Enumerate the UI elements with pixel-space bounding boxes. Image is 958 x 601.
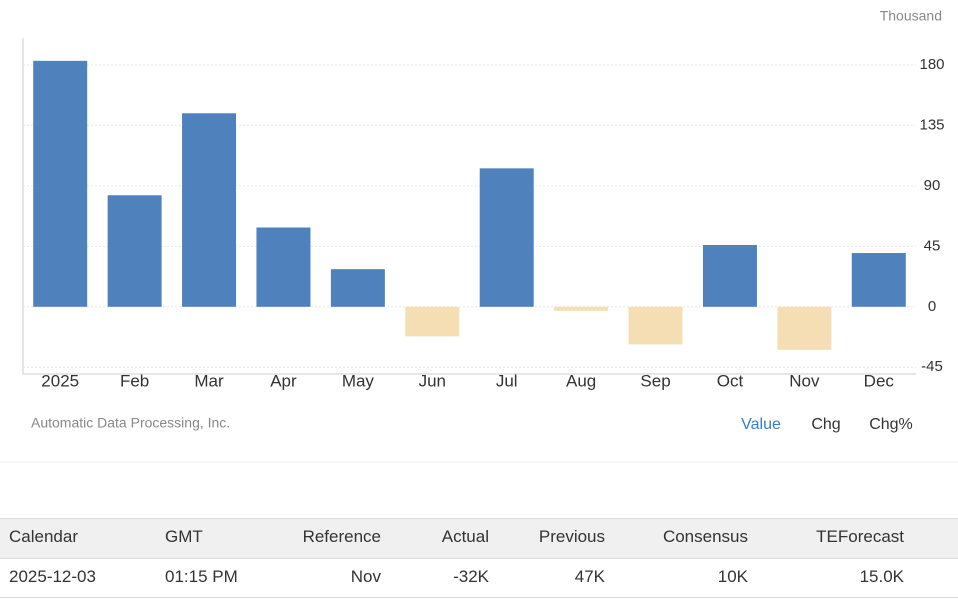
table-cell: 10K [717,567,748,586]
bar [479,168,534,307]
x-tick-label: Jul [496,371,518,390]
chart: Thousand Automatic Data Processing, Inc.… [0,8,958,463]
y-tick-label: 180 [919,56,944,73]
table-row [0,558,958,598]
x-tick-label: Jun [419,371,446,390]
table-cell: 15.0K [859,567,904,586]
bar [554,306,609,311]
bar [851,253,906,307]
table-cell: Nov [350,567,381,586]
bar [702,244,757,307]
x-tick-label: 2025 [41,371,79,390]
bar [405,306,460,337]
x-tick-label: May [342,371,375,390]
table-cell: 2025-12-03 [9,567,96,586]
bar [777,306,832,350]
x-tick-label: Nov [789,371,820,390]
bar [628,306,683,345]
table-header-cell: Calendar [9,527,78,546]
table-header-cell: Consensus [662,527,748,546]
bar [182,113,237,307]
table-header-cell: GMT [165,527,203,546]
table-cell: 01:15 PM [165,567,238,586]
table-cell: -32K [453,567,489,586]
bar [256,227,311,307]
table-header-cell: TEForecast [816,527,904,546]
source: Automatic Data Processing, Inc. [31,415,230,431]
table-header-cell: Reference [302,527,381,546]
x-tick-label: Aug [566,371,596,390]
table-header-cell: Previous [538,527,605,546]
y-tick-label: 45 [924,237,941,254]
table-cell: 47K [574,567,605,586]
y-tick-label: 90 [924,177,941,194]
x-tick-label: Mar [194,371,224,390]
x-tick-label: Oct [717,371,744,390]
bar [107,195,162,307]
bar [33,60,88,307]
x-tick-label: Dec [864,371,895,390]
x-tick-label: Apr [270,371,297,390]
y-tick-label: -45 [921,358,943,375]
view-option[interactable]: Chg% [869,416,913,433]
bar [330,269,385,307]
view-option[interactable]: Value [741,416,781,433]
y-tick-label: 135 [919,116,944,133]
x-tick-label: Feb [120,371,149,390]
view-option[interactable]: Chg [811,416,840,433]
table-header-cell: Actual [441,527,489,546]
y-tick-label: 0 [928,298,936,315]
unit-label: Thousand [880,8,942,24]
table-header [0,518,958,559]
x-tick-label: Sep [640,371,670,390]
